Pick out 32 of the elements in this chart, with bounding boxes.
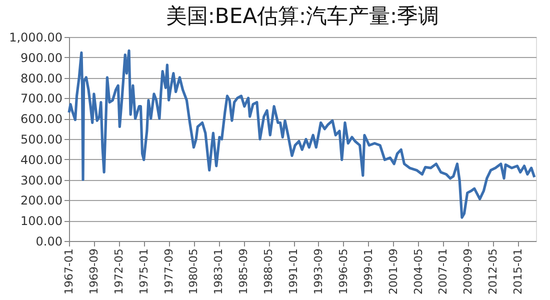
y-tick-label: 300.00	[20, 173, 62, 188]
chart-title: 美国:BEA估算:汽车产量:季调	[166, 4, 440, 28]
x-tick-label: 1975-01	[137, 248, 150, 294]
y-tick-label: 900.00	[20, 50, 62, 65]
x-tick-label: 1969-09	[87, 248, 100, 294]
y-tick-label: 700.00	[20, 92, 62, 106]
x-tick-label: 1988-05	[262, 248, 276, 294]
y-tick-label: 1,000.00	[9, 30, 62, 44]
y-tick-label: 600.00	[20, 112, 62, 126]
y-tick-label: 400.00	[20, 152, 62, 167]
y-tick-label: 500.00	[20, 132, 62, 146]
y-tick-label: 800.00	[20, 71, 62, 86]
x-tick-label: 2001-09	[386, 248, 400, 294]
x-tick-label: 1999-01	[362, 248, 375, 294]
x-tick-label: 2009-09	[462, 248, 475, 294]
x-tick-label: 2007-01	[436, 248, 450, 294]
line-series	[68, 49, 536, 219]
x-tick-label: 1972-05	[112, 248, 126, 294]
y-tick-label: 100.00	[20, 214, 62, 228]
y-tick-label: 200.00	[20, 194, 62, 208]
x-tick-label: 1980-05	[187, 248, 200, 294]
x-tick-label: 2004-05	[412, 248, 425, 294]
x-tick-label: 2015-01	[512, 248, 525, 294]
x-tick-label: 1991-01	[287, 248, 300, 294]
x-tick-label: 1985-09	[237, 248, 250, 294]
x-tick-label: 1993-09	[312, 248, 325, 294]
x-tick-label: 2012-05	[486, 248, 500, 294]
x-tick-label: 1996-05	[336, 248, 350, 294]
y-tick-label: 0.00	[36, 234, 62, 248]
x-tick-label: 1983-01	[212, 248, 226, 294]
x-tick-label: 1967-01	[62, 248, 76, 294]
x-tick-label: 1977-09	[162, 248, 176, 294]
